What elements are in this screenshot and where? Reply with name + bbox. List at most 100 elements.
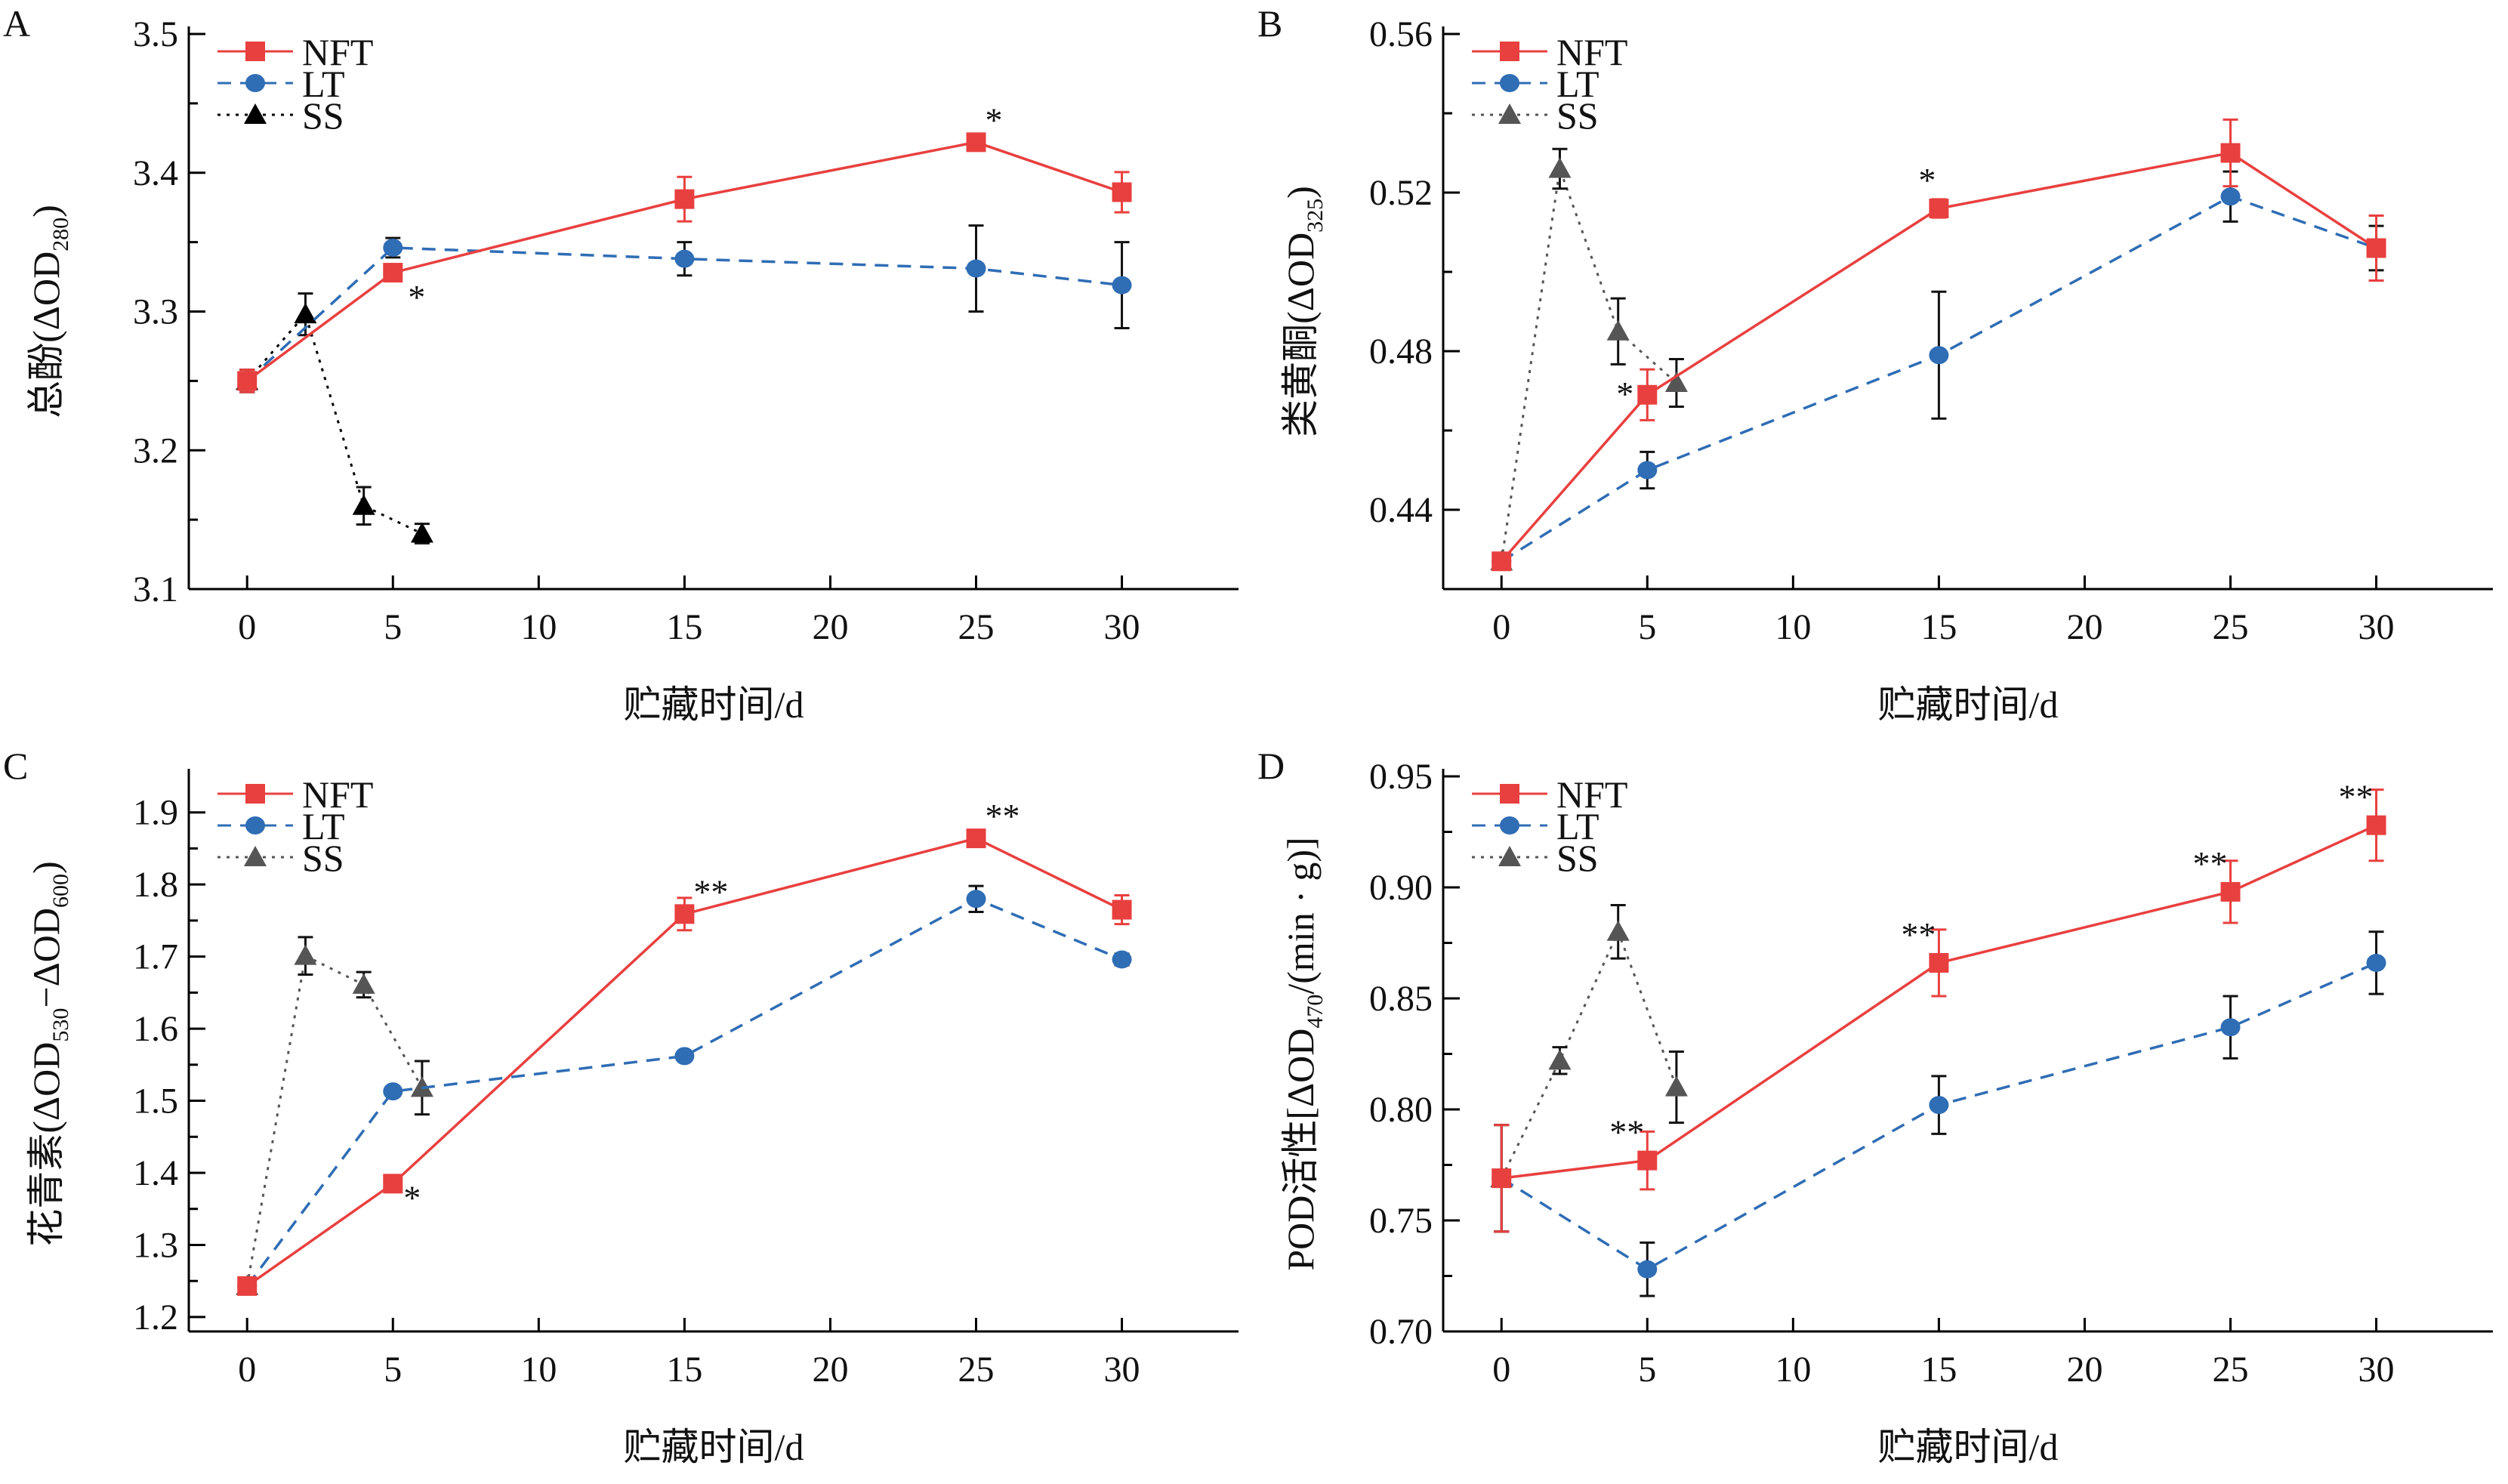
data-point-ss	[352, 494, 375, 515]
y-tick-label: 3.4	[133, 153, 178, 193]
x-tick-label: 25	[958, 607, 995, 647]
legend-marker-icon	[1500, 74, 1519, 92]
significance-marker: **	[1901, 915, 1936, 954]
y-tick-label: 1.9	[133, 793, 178, 833]
data-point-nft	[2220, 143, 2241, 163]
x-tick-label: 15	[666, 1350, 702, 1390]
y-tick-label: 0.44	[1369, 490, 1433, 530]
y-tick-label: 1.4	[133, 1153, 178, 1193]
panel-letter: D	[1257, 745, 1285, 787]
legend-item-ss: SS	[217, 837, 344, 879]
significance-marker: **	[2339, 778, 2374, 816]
legend-item-lt: LT	[1472, 63, 1600, 105]
data-point-lt	[1929, 1096, 1949, 1115]
y-axis-title: POD活性[ΔOD470/(min · g)]	[1279, 837, 1328, 1270]
panel-letter: A	[3, 2, 30, 45]
legend-item-nft: NFT	[1472, 31, 1627, 73]
legend-item-ss: SS	[217, 94, 344, 137]
series-nft: **	[237, 100, 1132, 393]
legend-marker-icon	[244, 846, 267, 866]
data-point-lt	[2220, 187, 2241, 206]
data-point-lt	[1929, 346, 1949, 365]
x-tick-label: 30	[1104, 607, 1140, 647]
data-point-ss	[1664, 372, 1688, 392]
legend-marker-icon	[245, 42, 265, 61]
y-tick-label: 0.48	[1369, 332, 1433, 372]
y-tick-label: 0.90	[1369, 868, 1433, 908]
panel-a: A 3.1 3.2 3.3 3.4 3.5 0 5 10 15 20 25 30 贮藏时间/d 总酚(ΔOD…	[0, 0, 1254, 742]
data-point-lt	[966, 259, 986, 278]
y-tick-label: 3.2	[133, 430, 178, 470]
x-axis-title: 贮藏时间/d	[624, 1426, 804, 1468]
y-tick-label: 0.52	[1369, 173, 1433, 213]
data-point-nft	[1112, 899, 1132, 920]
data-point-lt	[383, 238, 403, 257]
data-point-nft	[674, 189, 695, 209]
data-point-lt	[674, 249, 695, 268]
x-tick-label: 5	[384, 1350, 402, 1390]
series-lt	[1492, 170, 2386, 571]
x-tick-label: 20	[2066, 1350, 2102, 1390]
y-tick-label: 3.3	[133, 292, 178, 332]
data-point-nft	[966, 132, 986, 153]
y-tick-label: 3.5	[133, 14, 178, 54]
data-point-ss	[1548, 157, 1572, 178]
data-point-ss	[410, 522, 433, 543]
x-tick-label: 25	[2213, 607, 2249, 647]
data-point-nft	[383, 1174, 403, 1194]
legend-item-lt: LT	[1472, 805, 1600, 847]
panel-d: D 0.70 0.75 0.80 0.85 0.90 0.95 0 5 10 15 20 25 30 贮藏时…	[1254, 742, 2508, 1484]
legend-label: LT	[302, 63, 345, 105]
data-point-nft	[2366, 238, 2386, 258]
x-tick-label: 0	[1492, 1350, 1510, 1390]
y-axis-title: 类黄酮(ΔOD325)	[1279, 186, 1328, 437]
series-ss	[236, 936, 433, 1295]
x-tick-label: 30	[1104, 1350, 1140, 1390]
legend-label: LT	[1556, 63, 1600, 105]
legend-label: NFT	[302, 773, 373, 816]
legend-label: LT	[1556, 805, 1600, 847]
legend-marker-icon	[244, 103, 267, 124]
x-tick-label: 20	[812, 607, 848, 647]
y-axis-title: 总酚(ΔOD280)	[25, 205, 73, 418]
legend-label: NFT	[302, 31, 373, 73]
significance-marker: *	[1918, 161, 1936, 199]
series-nft: *****	[237, 797, 1132, 1296]
x-tick-label: 0	[238, 607, 256, 647]
significance-marker: **	[2193, 844, 2228, 883]
significance-marker: *	[1616, 375, 1633, 413]
panel-letter: B	[1257, 2, 1282, 45]
x-tick-label: 5	[1638, 1350, 1656, 1390]
series-line-ss	[245, 954, 424, 1287]
panel-c: C 1.2 1.3 1.4 1.5 1.6 1.7 1.8 1.9 0 5 10 15 20 25 30 贮藏时…	[0, 742, 1254, 1484]
y-tick-label: 0.85	[1369, 979, 1433, 1019]
x-tick-label: 30	[2358, 607, 2395, 647]
x-tick-label: 15	[666, 607, 702, 647]
y-tick-label: 1.6	[133, 1009, 178, 1049]
data-point-nft	[237, 1276, 258, 1296]
data-point-nft	[966, 828, 986, 849]
legend-marker-icon	[1500, 42, 1519, 61]
data-point-lt	[1637, 1260, 1658, 1279]
y-tick-label: 1.7	[133, 937, 178, 977]
legend-marker-icon	[1500, 784, 1519, 804]
data-point-lt	[1637, 461, 1658, 480]
legend-item-nft: NFT	[217, 773, 373, 816]
data-point-nft	[1637, 1150, 1658, 1171]
x-tick-label: 25	[2213, 1350, 2249, 1390]
y-tick-label: 0.95	[1369, 757, 1433, 797]
chart-svg: D 0.70 0.75 0.80 0.85 0.90 0.95 0 5 10 15 20 25 30 贮藏时…	[1257, 745, 2493, 1468]
legend-marker-icon	[1500, 816, 1519, 835]
x-tick-label: 30	[2358, 1350, 2395, 1390]
legend-item-lt: LT	[217, 805, 345, 847]
series-line-ss	[1500, 168, 1677, 562]
data-point-nft	[237, 371, 258, 391]
series-lt	[237, 224, 1132, 393]
x-tick-label: 15	[1920, 607, 1957, 647]
data-point-nft	[1492, 551, 1512, 572]
data-point-ss	[352, 973, 375, 994]
series-nft: **	[1492, 118, 2386, 572]
